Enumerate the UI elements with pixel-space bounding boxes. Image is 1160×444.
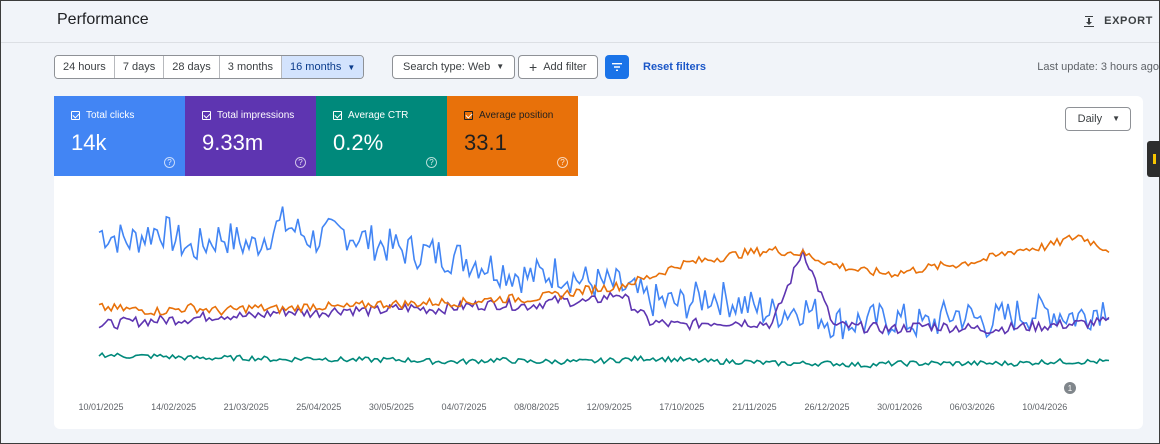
x-tick-label: 10/01/2025 [78, 402, 123, 412]
add-filter-label: Add filter [543, 61, 587, 73]
x-tick-label: 08/08/2025 [514, 402, 559, 412]
add-filter-button[interactable]: + Add filter [518, 55, 598, 79]
metric-label: Average position [479, 110, 554, 121]
caret-down-icon: ▼ [347, 63, 356, 72]
page-title: Performance [57, 11, 149, 28]
series-line-average-position [98, 234, 1110, 317]
range-28-days[interactable]: 28 days [164, 56, 220, 78]
x-tick-label: 17/10/2025 [659, 402, 704, 412]
x-tick-label: 30/01/2026 [877, 402, 922, 412]
metric-total-clicks[interactable]: Total clicks 14k ? [54, 96, 185, 176]
x-tick-label: 14/02/2025 [151, 402, 196, 412]
checkbox-icon [202, 111, 211, 120]
help-icon[interactable]: ? [295, 157, 306, 168]
x-tick-label: 26/12/2025 [804, 402, 849, 412]
annotation-label: 1 [1068, 384, 1073, 393]
checkbox-icon [333, 111, 342, 120]
checkbox-icon [71, 111, 80, 120]
caret-down-icon: ▼ [496, 62, 505, 71]
range-7-days[interactable]: 7 days [114, 56, 165, 78]
page-header: Performance EXPORT [1, 1, 1159, 43]
performance-chart: 10/01/2025 14/02/2025 21/03/2025 25/04/2025… [78, 206, 1110, 412]
reset-filters-link[interactable]: Reset filters [643, 61, 706, 73]
metric-total-impressions[interactable]: Total impressions 9.33m ? [185, 96, 316, 176]
granularity-label: Daily [1077, 113, 1103, 125]
side-panel-handle[interactable] [1147, 141, 1160, 177]
metric-label: Average CTR [348, 110, 409, 121]
x-tick-label: 10/04/2026 [1022, 402, 1067, 412]
range-3-months[interactable]: 3 months [219, 56, 283, 78]
help-icon[interactable]: ? [426, 157, 437, 168]
date-range-group: 24 hours 7 days 28 days 3 months 16 mont… [54, 55, 365, 79]
x-tick-label: 12/09/2025 [587, 402, 632, 412]
x-tick-label: 30/05/2025 [369, 402, 414, 412]
filter-toolbar: 24 hours 7 days 28 days 3 months 16 mont… [54, 55, 1159, 79]
caret-down-icon: ▼ [1112, 114, 1120, 123]
metric-value: 33.1 [464, 130, 507, 155]
metric-value: 14k [71, 130, 107, 155]
metric-value: 9.33m [202, 130, 264, 155]
help-icon[interactable]: ? [164, 157, 175, 168]
series-line-average-ctr [98, 351, 1110, 369]
last-update-text: Last update: 3 hours ago [1037, 61, 1159, 73]
granularity-dropdown[interactable]: Daily ▼ [1064, 107, 1131, 131]
x-tick-label: 04/07/2025 [441, 402, 486, 412]
help-icon[interactable]: ? [557, 157, 568, 168]
download-icon [1084, 16, 1095, 27]
series-line-total-impressions [98, 247, 1110, 335]
export-button[interactable]: EXPORT [1082, 11, 1153, 31]
metric-average-ctr[interactable]: Average CTR 0.2% ? [316, 96, 447, 176]
filter-options-button[interactable] [605, 55, 629, 79]
metric-label: Total clicks [86, 110, 135, 121]
metric-label: Total impressions [217, 110, 295, 121]
filter-list-icon [612, 63, 622, 71]
metric-average-position[interactable]: Average position 33.1 ? [447, 96, 578, 176]
plus-icon: + [529, 59, 538, 75]
x-tick-label: 21/11/2025 [732, 402, 776, 412]
search-type-label: Search type: Web [403, 61, 491, 73]
search-type-dropdown[interactable]: Search type: Web ▼ [392, 55, 516, 79]
series-line-total-clicks [98, 206, 1110, 340]
x-tick-label: 25/04/2025 [296, 402, 341, 412]
handle-icon [1153, 154, 1156, 164]
annotation-marker[interactable]: 1 [1064, 382, 1076, 394]
performance-card: Total clicks 14k ? Total impressions 9.3… [54, 96, 1143, 429]
x-tick-label: 21/03/2025 [224, 402, 269, 412]
x-tick-label: 06/03/2026 [950, 402, 995, 412]
range-16-months-label: 16 months [290, 61, 342, 73]
metric-value: 0.2% [333, 130, 384, 155]
checkbox-icon [464, 111, 473, 120]
range-24-hours[interactable]: 24 hours [55, 56, 115, 78]
range-16-months[interactable]: 16 months ▼ [282, 56, 364, 78]
export-label: EXPORT [1104, 15, 1153, 27]
